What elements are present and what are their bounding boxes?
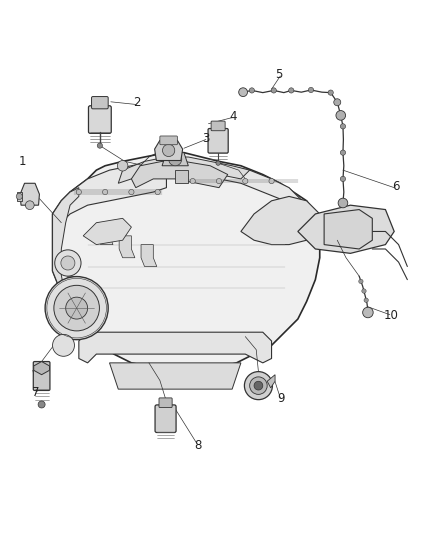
Polygon shape <box>110 363 241 389</box>
Text: 5: 5 <box>276 68 283 81</box>
Polygon shape <box>162 152 188 166</box>
Text: 3: 3 <box>202 132 209 144</box>
Polygon shape <box>119 236 135 258</box>
Circle shape <box>169 152 182 166</box>
Circle shape <box>155 189 160 195</box>
Circle shape <box>328 90 333 95</box>
Circle shape <box>363 307 373 318</box>
Polygon shape <box>175 170 188 183</box>
FancyBboxPatch shape <box>160 136 177 145</box>
Text: 2: 2 <box>133 96 141 109</box>
Circle shape <box>216 161 220 165</box>
Polygon shape <box>61 161 166 223</box>
Circle shape <box>340 124 346 129</box>
FancyBboxPatch shape <box>155 405 176 432</box>
Circle shape <box>334 99 341 106</box>
Circle shape <box>162 144 175 157</box>
Circle shape <box>239 88 247 96</box>
Circle shape <box>269 179 274 184</box>
Circle shape <box>336 110 346 120</box>
FancyBboxPatch shape <box>208 128 228 153</box>
Polygon shape <box>79 332 272 363</box>
Circle shape <box>308 87 314 93</box>
Circle shape <box>364 298 368 302</box>
Polygon shape <box>53 188 79 310</box>
Text: 10: 10 <box>383 309 398 322</box>
Circle shape <box>117 160 128 171</box>
Polygon shape <box>53 152 320 372</box>
Circle shape <box>338 198 348 208</box>
Polygon shape <box>175 161 311 214</box>
Text: 7: 7 <box>32 386 40 399</box>
Circle shape <box>97 143 102 148</box>
Polygon shape <box>241 197 320 245</box>
Circle shape <box>250 377 267 394</box>
Polygon shape <box>298 205 394 253</box>
Circle shape <box>271 88 276 93</box>
Circle shape <box>25 201 34 209</box>
Text: 1: 1 <box>19 155 27 168</box>
Polygon shape <box>20 183 39 205</box>
FancyBboxPatch shape <box>211 121 225 131</box>
Circle shape <box>66 297 88 319</box>
Polygon shape <box>131 161 228 188</box>
Circle shape <box>55 250 81 276</box>
Text: 9: 9 <box>277 392 285 405</box>
FancyBboxPatch shape <box>33 361 50 391</box>
Circle shape <box>129 189 134 195</box>
Circle shape <box>243 179 248 184</box>
Circle shape <box>45 277 108 340</box>
Circle shape <box>61 256 75 270</box>
Circle shape <box>38 401 45 408</box>
Circle shape <box>76 189 81 195</box>
Circle shape <box>16 193 22 199</box>
Polygon shape <box>141 245 157 266</box>
Circle shape <box>54 285 99 331</box>
Polygon shape <box>118 157 250 183</box>
FancyBboxPatch shape <box>88 106 111 133</box>
Circle shape <box>254 381 263 390</box>
Polygon shape <box>324 209 372 249</box>
FancyBboxPatch shape <box>159 398 172 408</box>
Text: 6: 6 <box>392 180 399 193</box>
Circle shape <box>190 179 195 184</box>
FancyBboxPatch shape <box>92 96 108 109</box>
Polygon shape <box>155 140 183 160</box>
Text: 4: 4 <box>229 110 237 123</box>
Polygon shape <box>83 219 131 245</box>
Polygon shape <box>97 223 113 245</box>
Circle shape <box>289 88 294 93</box>
Circle shape <box>216 179 222 184</box>
Polygon shape <box>17 192 22 201</box>
Circle shape <box>244 372 272 400</box>
Circle shape <box>340 176 346 182</box>
Polygon shape <box>34 361 49 375</box>
Circle shape <box>102 189 108 195</box>
Circle shape <box>340 150 346 155</box>
Circle shape <box>359 279 363 284</box>
Text: 8: 8 <box>194 439 201 451</box>
Polygon shape <box>267 375 275 388</box>
Circle shape <box>249 88 254 93</box>
Circle shape <box>362 289 366 293</box>
Circle shape <box>53 334 74 356</box>
